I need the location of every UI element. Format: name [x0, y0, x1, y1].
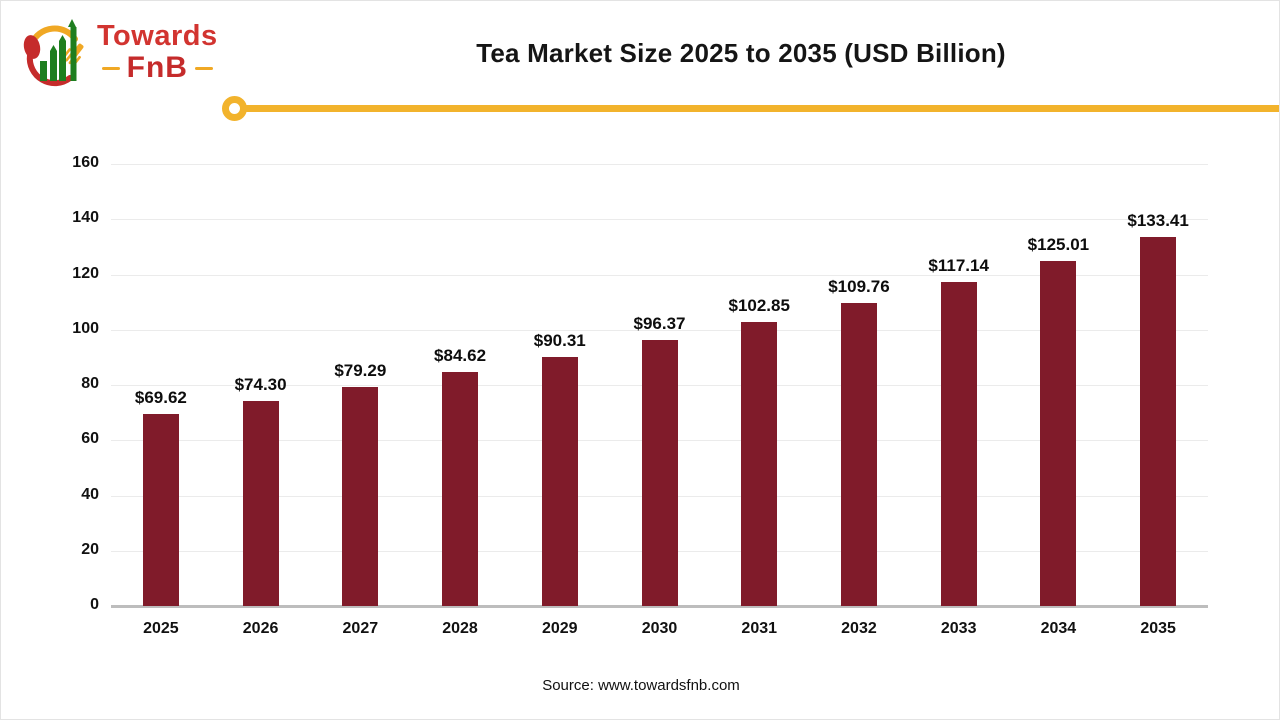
- y-axis-tick-20: 20: [81, 540, 99, 558]
- x-axis-tick-2034: 2034: [1040, 620, 1077, 637]
- x-axis-tick-2032: 2032: [841, 620, 877, 637]
- value-label-2031: $102.85: [728, 295, 790, 315]
- bar-2028: [442, 372, 479, 606]
- value-label-2032: $109.76: [828, 276, 890, 296]
- x-axis-tick-2027: 2027: [342, 620, 379, 637]
- y-axis-tick-0: 0: [90, 596, 99, 613]
- bar-2035: [1140, 237, 1177, 606]
- x-axis-tick-2026: 2026: [242, 620, 279, 637]
- y-axis-tick-120: 120: [72, 264, 99, 282]
- y-axis-tick-40: 40: [81, 485, 99, 503]
- y-axis-tick-140: 140: [72, 209, 99, 227]
- y-axis-tick-100: 100: [72, 319, 99, 337]
- value-label-2027: $79.29: [334, 360, 387, 380]
- x-axis-tick-2031: 2031: [741, 620, 778, 637]
- page-title: Tea Market Size 2025 to 2035 (USD Billio…: [476, 38, 1006, 68]
- brand-logo: Towards FnB: [23, 13, 218, 91]
- value-label-2028: $84.62: [434, 346, 487, 366]
- value-label-2035: $133.41: [1127, 211, 1189, 231]
- brand-wordmark: Towards FnB: [97, 19, 218, 85]
- value-label-2033: $117.14: [928, 256, 989, 276]
- x-axis-tick-2025: 2025: [143, 620, 179, 637]
- bar-2031: [741, 321, 778, 606]
- source-text: Source: www.towardsfnb.com: [542, 677, 740, 694]
- y-axis-tick-60: 60: [81, 430, 99, 448]
- brand-dash-left: [101, 66, 120, 70]
- bar-2026: [242, 400, 279, 606]
- gridline: [111, 219, 1208, 221]
- bar-2030: [641, 339, 678, 606]
- bar-2025: [142, 413, 179, 606]
- brand-name-fnb: FnB: [126, 51, 188, 85]
- x-axis-tick-2030: 2030: [641, 620, 678, 637]
- divider-ring-icon: [222, 96, 247, 121]
- towards-fnb-logo-icon: [23, 19, 84, 87]
- bar-2034: [1040, 260, 1077, 606]
- y-axis-tick-80: 80: [81, 375, 99, 392]
- x-axis-tick-2035: 2035: [1140, 620, 1176, 637]
- x-axis-line: [111, 605, 1208, 608]
- brand-dash-right: [194, 66, 213, 70]
- brand-name-towards: Towards: [97, 19, 218, 52]
- bar-2027: [342, 386, 379, 606]
- value-label-2030: $96.37: [633, 313, 686, 333]
- gridline: [111, 164, 1208, 165]
- value-label-2025: $69.62: [134, 387, 187, 407]
- x-axis-tick-2029: 2029: [541, 620, 578, 637]
- value-label-2026: $74.30: [234, 374, 287, 394]
- bar-2029: [541, 356, 578, 606]
- value-label-2029: $90.31: [533, 330, 586, 350]
- bar-2033: [940, 282, 977, 606]
- x-axis-tick-2028: 2028: [442, 620, 478, 637]
- x-axis-tick-2033: 2033: [940, 620, 977, 637]
- y-axis-tick-160: 160: [72, 154, 99, 171]
- value-label-2034: $125.01: [1027, 234, 1090, 254]
- gridline: [111, 274, 1208, 276]
- bar-2032: [840, 302, 877, 606]
- gridline: [111, 329, 1208, 331]
- title-divider-line: [244, 105, 1279, 112]
